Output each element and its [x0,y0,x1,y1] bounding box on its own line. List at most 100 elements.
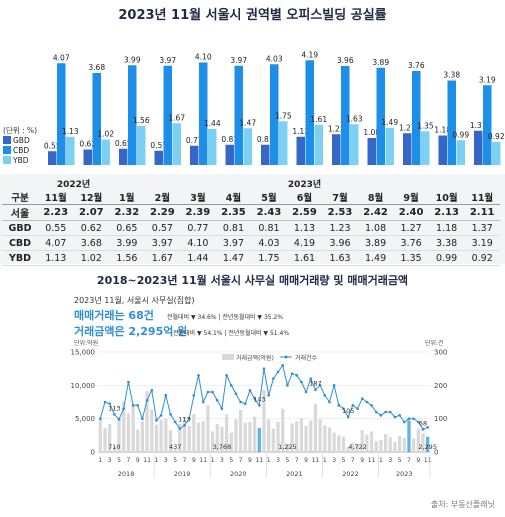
count-point [407,417,411,420]
month-header: 11월 [38,190,74,205]
bar-ybd [66,136,75,165]
count-point [239,400,242,404]
month-tick-label: 9 [360,457,364,464]
month-tick-label: 9 [304,457,308,464]
bar-ybd [456,140,465,165]
month-header: 12월 [73,190,110,205]
month-header: 11월 [464,190,500,205]
value-label-ybd: 1.13 [62,127,79,136]
bar-cbd [305,60,314,165]
amount-bar [407,420,411,452]
table-cell: 0.62 [73,220,110,236]
count-point [426,426,429,429]
month-tick-label: 1 [379,457,383,464]
count-point [417,420,420,424]
value-label-cbd: 3.76 [408,61,425,70]
count-point [318,384,322,387]
summary-period: 2023년 11월, 서울시 사무실(집합) [74,296,195,305]
month-tick-label: 3 [220,457,224,464]
amount-bar [267,419,271,452]
amount-bar [421,433,425,452]
amount-bar [276,422,280,452]
table-cell: 2.11 [464,204,500,221]
count-point [374,410,378,414]
bar-gbd [403,133,412,165]
bar-cbd [92,73,101,165]
table-cell: 2.59 [286,204,323,221]
value-label-ybd: 1.67 [168,113,185,122]
amount-bar [201,421,205,452]
amount-bar [374,441,378,452]
month-tick-label: 5 [229,457,233,464]
count-point [342,407,345,410]
count-point [220,407,224,410]
count-point [225,374,228,377]
bar-ybd [172,123,181,165]
month-tick-label: 11 [312,457,320,464]
amount-bar [136,429,140,452]
amount-bar [117,419,121,452]
month-header: 3월 [180,190,216,205]
table-cell: 2.13 [428,204,465,221]
legend-label-count: 거래건수 [295,354,318,362]
bar-gbd [154,150,163,165]
count-point [272,377,275,380]
amount-bar [196,422,201,452]
month-header: 10월 [428,190,465,205]
legend-label-ybd: YBD [12,156,29,165]
count-point [155,419,158,422]
table-cell: 0.57 [144,220,181,236]
count-point [178,427,182,430]
table-cell: 3.19 [464,235,500,251]
month-tick-label: 1 [267,457,271,464]
amount-bar [369,431,374,452]
table-cell: 3.38 [428,235,465,251]
count-point [337,404,341,407]
table-cell: 2.53 [322,204,358,221]
table-row: GBD 0.55 0.62 0.65 0.57 0.77 0.81 0.81 1.13 1.23 1… [2,220,500,236]
legend-label-gbd: GBD [13,136,30,145]
month-tick-label: 7 [126,457,130,464]
right-tick-label: 0 [434,449,438,457]
table-cell: 0.81 [215,220,252,236]
bar-gbd [261,144,270,165]
legend-label-amount: 거래금액(억원) [236,354,274,362]
value-label-ybd: 1.02 [97,130,114,139]
amount-bar [98,417,102,452]
count-point [211,390,214,394]
value-label-gbd: 0.55 [44,141,61,150]
bar-cbd [447,80,456,165]
table-row: YBD 1.13 1.02 1.56 1.67 1.44 1.47 1.75 1.61 1.63 1… [2,250,500,266]
month-tick-label: 11 [424,457,432,464]
table-cell: 0.55 [38,220,74,236]
amount-bar [426,436,430,452]
amount-bar [313,404,318,452]
table-cell: 2.40 [393,204,429,221]
year-label: 2022년 [56,180,91,190]
value-label-ybd: 0.92 [488,132,505,141]
bar-ybd [421,131,430,165]
table-cell: 1.67 [144,250,181,266]
count-point [108,402,111,405]
table-cell: 1.37 [464,220,500,236]
amount-data-label: 3,768 [213,443,232,451]
amount-bar [285,443,290,452]
month-header: 4월 [215,190,252,205]
table-cell: 3.96 [322,235,358,251]
amount-bar [164,418,168,452]
table-cell: 2.43 [251,204,287,221]
count-point [332,384,336,387]
count-point [127,380,130,384]
header-label: 구분 [2,190,38,205]
count-point [421,428,425,431]
month-tick-label: 5 [342,457,346,464]
table-row: CBD 4.07 3.68 3.99 3.97 4.10 3.97 4.03 4.19 3.96 3… [2,235,500,251]
year-tick-label: 2020 [230,470,247,478]
amount-bar [103,428,107,452]
count-data-label: 113 [108,404,120,412]
count-point [197,374,200,377]
value-label-gbd: 1.08 [363,128,380,137]
month-tick-label: 11 [368,457,376,464]
month-tick-label: 7 [295,457,299,464]
table-cell: 2.35 [215,204,252,221]
